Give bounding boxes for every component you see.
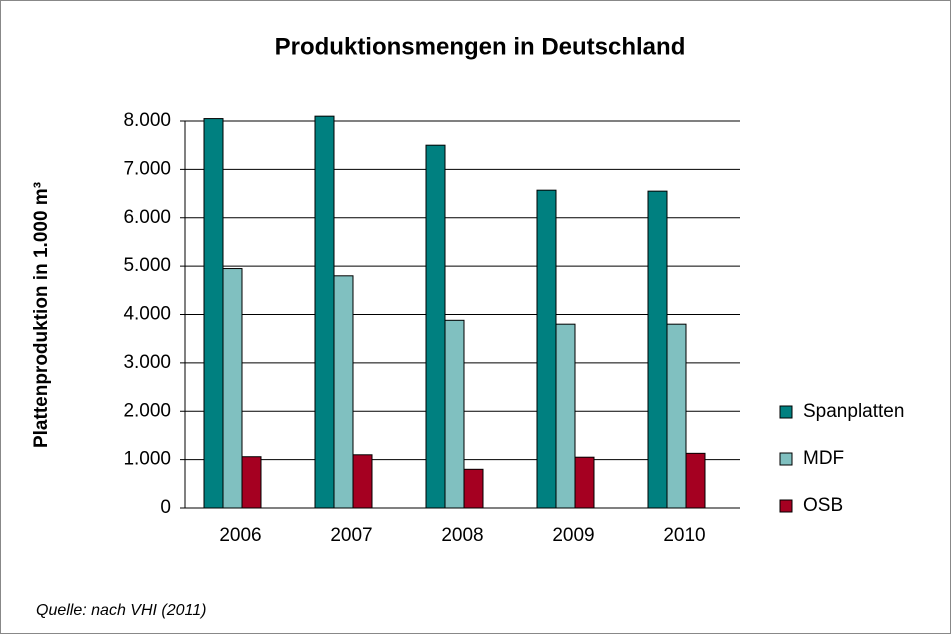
x-tick-label: 2008	[441, 525, 483, 546]
bar	[555, 323, 576, 509]
y-tick-label: 3.000	[123, 352, 171, 373]
y-tick-label: 8.000	[123, 110, 171, 131]
y-tick-label: 7.000	[123, 158, 171, 179]
y-axis-label: Plattenproduktion in 1.000 m³	[31, 182, 52, 448]
y-tick-label: 1.000	[123, 449, 171, 470]
bar	[425, 144, 446, 509]
bar	[463, 468, 484, 509]
bar	[666, 323, 687, 509]
y-tick-label: 5.000	[123, 255, 171, 276]
y-tick-label: 6.000	[123, 207, 171, 228]
bar	[536, 189, 557, 509]
y-tick-label: 0	[160, 497, 171, 518]
legend-swatch	[779, 452, 793, 466]
bar	[574, 456, 595, 509]
bar	[352, 454, 373, 509]
y-tick-label: 2.000	[123, 400, 171, 421]
bar	[222, 268, 243, 509]
x-tick-label: 2010	[663, 525, 705, 546]
bar	[333, 275, 354, 509]
x-tick-label: 2009	[552, 525, 594, 546]
bar	[203, 118, 224, 509]
legend-swatch	[779, 405, 793, 419]
y-tick-label: 4.000	[123, 304, 171, 325]
bar	[241, 456, 262, 509]
source-note: Quelle: nach VHI (2011)	[36, 602, 206, 619]
legend-label: Spanplatten	[803, 401, 904, 422]
bar	[314, 115, 335, 509]
bar	[647, 190, 668, 509]
legend-label: MDF	[803, 448, 844, 469]
chart-title: Produktionsmengen in Deutschland	[275, 33, 686, 60]
bar	[685, 452, 706, 509]
legend-label: OSB	[803, 495, 843, 516]
x-tick-label: 2007	[330, 525, 372, 546]
x-tick-label: 2006	[219, 525, 261, 546]
legend-swatch	[779, 499, 793, 513]
bar	[444, 319, 465, 509]
